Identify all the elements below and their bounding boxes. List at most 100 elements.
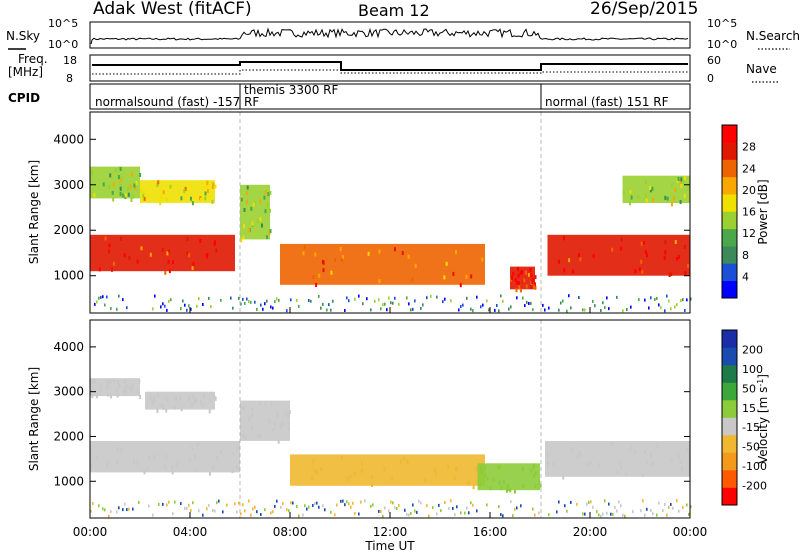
echo-texture [248,416,251,421]
noise-mark [614,506,616,509]
echo-texture [646,460,648,465]
echo-texture [522,484,525,489]
y-tick-label: 1000 [53,269,84,283]
echo-texture [649,186,652,190]
site-title: Adak West (fitACF) [93,0,252,19]
noise-mark [460,511,462,515]
noise-mark [166,308,168,312]
noise-mark [626,308,628,311]
colorbar-swatch [722,365,737,383]
noise-mark [378,509,380,513]
echo-texture [534,484,537,489]
echo-texture [519,271,522,276]
noise-mark [582,512,584,516]
x-axis-label: Time UT [364,539,415,553]
noise-mark [482,303,484,307]
echo-texture [435,472,438,477]
echo-texture [687,263,690,268]
echo-texture [209,398,212,403]
noise-mark [336,503,338,507]
echo-texture [480,465,482,470]
noise-mark [138,500,140,504]
echo-texture [267,192,270,197]
echo-texture [671,457,674,462]
echo-texture [620,465,623,470]
noise-mark [592,299,594,303]
noise-mark [154,294,156,298]
noise-mark [514,507,516,511]
noise-mark [544,308,546,312]
colorbar-swatch [722,400,737,418]
echo-texture [618,461,621,466]
colorbar-tick-label: -50 [742,441,760,454]
echo-texture [339,247,342,252]
date-title: 26/Sep/2015 [590,0,698,19]
noise-mark [600,514,602,518]
echo-texture [133,183,136,188]
echo-texture [194,398,197,402]
echo-texture [157,180,160,185]
noise-mark [186,506,188,510]
echo-texture [133,459,136,464]
noise-mark [606,511,608,515]
nave-tick-high: 60 [707,54,721,67]
echo-texture [115,388,118,393]
echo-texture [209,471,211,476]
echo-texture [341,455,343,460]
echo-texture [663,255,666,260]
noise-mark [394,296,396,300]
nave-label: Nave [746,62,777,76]
echo-texture [670,202,673,207]
echo-texture [459,283,462,288]
echo-texture [235,465,238,470]
echo-texture [188,397,190,401]
noise-mark [672,506,674,510]
echo-texture [638,267,641,272]
noise-mark [358,294,360,298]
noise-mark [370,504,372,508]
noise-mark [102,507,104,511]
echo-texture [107,381,109,386]
echo-region-1 [90,378,140,397]
echo-texture [246,185,249,190]
echo-texture [620,237,623,242]
echo-texture [93,380,96,385]
echo-texture [465,274,468,279]
noise-mark [102,295,104,299]
echo-texture [127,192,130,197]
echo-texture [199,399,202,404]
echo-texture [539,483,542,488]
x-tick-label: 16:00 [473,525,508,539]
noise-mark [310,299,312,303]
noise-mark [238,501,240,505]
noise-mark [476,295,478,299]
echo-texture [500,486,503,491]
noise-mark [118,294,120,298]
colorbar-swatch [722,194,737,212]
echo-texture [268,419,271,424]
noise-mark [208,503,210,507]
noise-mark [598,513,600,517]
echo-texture [666,196,669,201]
echo-texture [455,250,457,255]
noise-mark [190,307,192,311]
echo-texture [525,284,528,289]
noise-mark [616,509,618,513]
noise-mark [182,299,184,303]
echo-texture [188,253,191,258]
echo-texture [281,422,284,427]
noise-mark [96,300,98,304]
echo-texture [287,411,290,416]
velocity-colorbar-label: Velocity [m s-1] [756,374,771,464]
echo-texture [119,166,122,171]
colorbar-swatch [722,452,737,471]
echo-texture [191,201,194,206]
echo-texture [514,278,517,282]
freq-label: Freq. [18,52,48,66]
echo-texture [514,489,516,494]
echo-texture [131,194,134,199]
echo-texture [116,393,119,398]
echo-texture [288,410,291,414]
echo-texture [367,251,370,256]
noise-mark [226,503,228,507]
